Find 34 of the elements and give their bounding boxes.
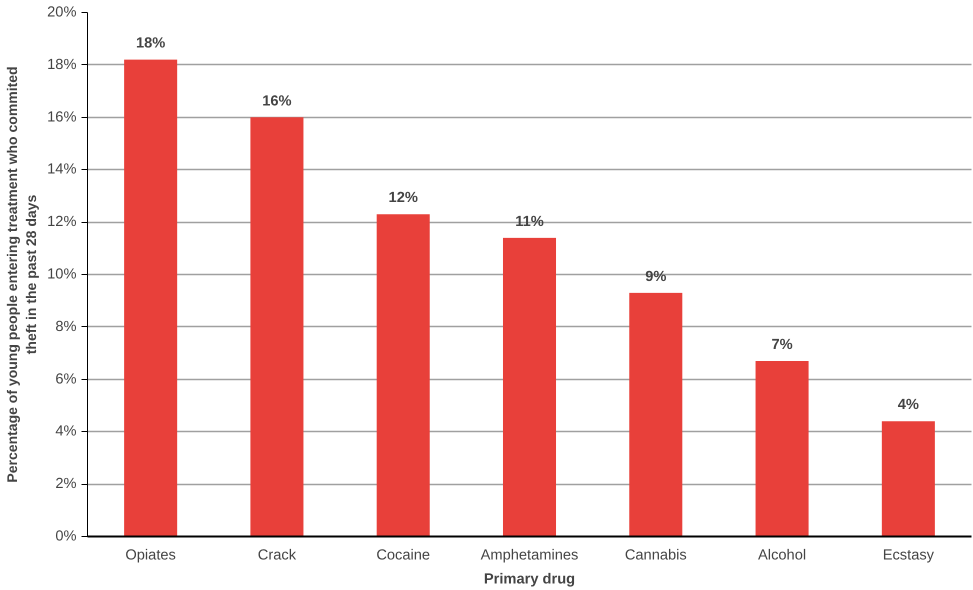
y-tick-label: 0% — [55, 528, 77, 544]
bar — [756, 360, 809, 536]
y-axis-title: Percentage of young people entering treatment who commited theft in the past 28 days — [4, 66, 40, 483]
y-tick-label: 14% — [47, 162, 77, 178]
bar — [629, 292, 682, 536]
bar — [882, 421, 935, 536]
bar — [502, 238, 556, 536]
y-tick-label: 20% — [47, 4, 77, 20]
y-tick-label: 16% — [47, 109, 77, 126]
bar — [376, 214, 430, 536]
x-tick-label: Crack — [258, 548, 297, 564]
data-label: 18% — [136, 36, 166, 52]
x-tick-label: Amphetamines — [480, 548, 578, 564]
y-tick-label: 12% — [47, 214, 77, 230]
y-tick-label: 10% — [47, 266, 77, 282]
x-axis-title: Primary drug — [484, 572, 576, 588]
data-label: 12% — [388, 190, 418, 206]
bar — [124, 60, 178, 536]
bar — [250, 117, 304, 536]
y-tick-label: 18% — [47, 56, 77, 73]
y-tick-label: 8% — [55, 318, 77, 335]
y-tick-label: 2% — [55, 476, 77, 492]
data-label: 11% — [515, 214, 544, 230]
y-tick-label: 4% — [55, 424, 77, 440]
data-label: 16% — [262, 93, 292, 110]
x-tick-label: Opiates — [125, 548, 176, 564]
y-tick-label: 6% — [55, 371, 77, 388]
x-tick-label: Ecstasy — [882, 548, 935, 564]
data-label: 9% — [645, 268, 666, 285]
x-tick-label: Cocaine — [376, 548, 430, 564]
data-label: 7% — [771, 336, 793, 353]
data-label: 4% — [898, 397, 919, 414]
x-tick-label: Alcohol — [758, 548, 806, 564]
x-tick-label: Cannabis — [624, 548, 687, 564]
